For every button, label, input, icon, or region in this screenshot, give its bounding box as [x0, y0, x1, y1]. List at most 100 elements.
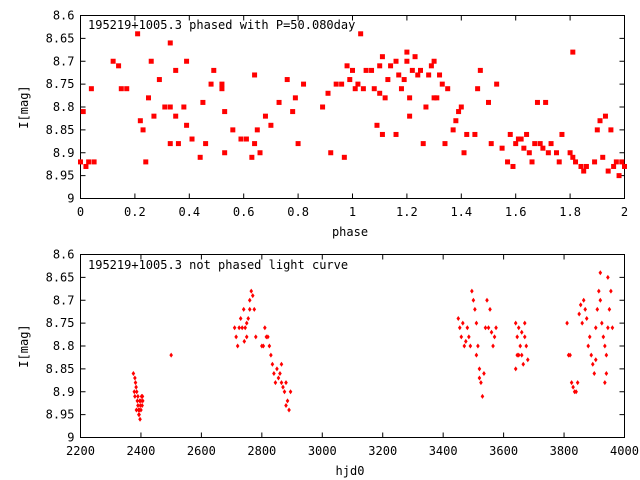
data-point [426, 72, 432, 78]
data-point [567, 150, 573, 156]
data-point [606, 274, 610, 280]
chart-title: 195219+1005.3 not phased light curve [88, 258, 348, 272]
data-point [88, 86, 94, 92]
data-point [369, 67, 375, 73]
data-point [382, 95, 388, 101]
data-point [474, 352, 479, 358]
data-point [601, 334, 606, 340]
data-point [167, 104, 173, 110]
data-point [132, 389, 137, 395]
data-point [586, 343, 591, 349]
data-point [276, 99, 282, 105]
data-point [442, 141, 448, 147]
data-point [219, 86, 225, 92]
data-point [273, 380, 278, 386]
y-tick-label: 8.7 [53, 293, 75, 307]
y-tick-label: 8.8 [53, 339, 75, 353]
data-point [252, 306, 257, 312]
y-tick-label: 9 [67, 192, 74, 206]
data-point [608, 127, 614, 133]
data-point [148, 58, 154, 64]
data-point [537, 141, 543, 147]
data-point [246, 316, 251, 322]
data-point [136, 393, 140, 399]
data-point [146, 95, 151, 101]
data-point [377, 90, 383, 96]
x-tick-label: 3800 [550, 444, 579, 458]
data-point [295, 141, 301, 147]
data-point [518, 136, 524, 142]
data-point [488, 141, 494, 147]
data-point [470, 288, 474, 294]
data-point [570, 154, 576, 160]
x-tick-label: 3000 [308, 444, 337, 458]
data-point [610, 325, 615, 331]
data-point [556, 159, 562, 165]
unphased-light-curve-panel: 195219+1005.3 not phased light curve hjd… [17, 248, 639, 479]
data-point [602, 113, 608, 119]
data-point [420, 141, 426, 147]
data-point [479, 380, 483, 386]
data-point [559, 131, 565, 137]
data-point [86, 159, 92, 165]
data-point [325, 90, 331, 96]
data-point [494, 325, 498, 331]
data-point [284, 77, 290, 83]
data-point [138, 402, 143, 408]
data-point [516, 325, 521, 331]
data-point [173, 67, 179, 73]
data-point [241, 306, 246, 312]
data-point [237, 325, 241, 331]
data-point [482, 370, 486, 376]
data-point [184, 122, 190, 128]
data-point [124, 86, 130, 92]
axis-ticks: 0 0.2 0.4 0.6 0.8 1 1.2 1.4 1.6 1.8 2 8.6 8.65 8.7 8.7… [46, 9, 629, 220]
data-point [486, 99, 491, 105]
data-point [431, 58, 437, 64]
data-point [292, 95, 298, 101]
data-point [219, 81, 225, 87]
x-tick-label: 2200 [66, 444, 95, 458]
data-point [137, 412, 141, 418]
data-point [475, 86, 481, 92]
data-point [344, 63, 350, 69]
data-point [247, 297, 252, 303]
data-point [374, 122, 380, 128]
data-point [423, 104, 429, 110]
data-point [575, 380, 580, 386]
data-point [91, 159, 97, 165]
data-point [169, 352, 173, 358]
data-point [545, 150, 551, 156]
data-point [462, 343, 467, 349]
data-point [240, 325, 244, 331]
data-point [593, 357, 598, 363]
data-point [83, 163, 89, 169]
data-point [235, 343, 240, 349]
data-point [358, 31, 364, 37]
data-point [513, 320, 518, 326]
data-point [156, 77, 162, 83]
data-point [262, 113, 268, 119]
data-point [167, 141, 173, 147]
data-point [230, 127, 236, 133]
x-tick-label: 0.4 [178, 205, 200, 219]
data-point [333, 81, 339, 87]
data-point [266, 334, 270, 340]
data-point [465, 325, 470, 331]
data-point [580, 320, 584, 326]
data-point [339, 81, 345, 87]
data-point [525, 357, 530, 363]
data-point [388, 63, 394, 69]
data-point [134, 407, 139, 413]
data-point [80, 109, 86, 115]
data-point [569, 380, 574, 386]
data-point [143, 159, 149, 165]
data-point [568, 352, 572, 358]
data-point [379, 54, 385, 60]
data-point [137, 118, 143, 124]
data-point [352, 86, 358, 92]
data-point [396, 72, 402, 78]
phased-light-curve-panel: 195219+1005.3 phased with P=50.080day ph… [17, 9, 628, 240]
data-point [534, 99, 540, 105]
data-point [181, 104, 187, 110]
